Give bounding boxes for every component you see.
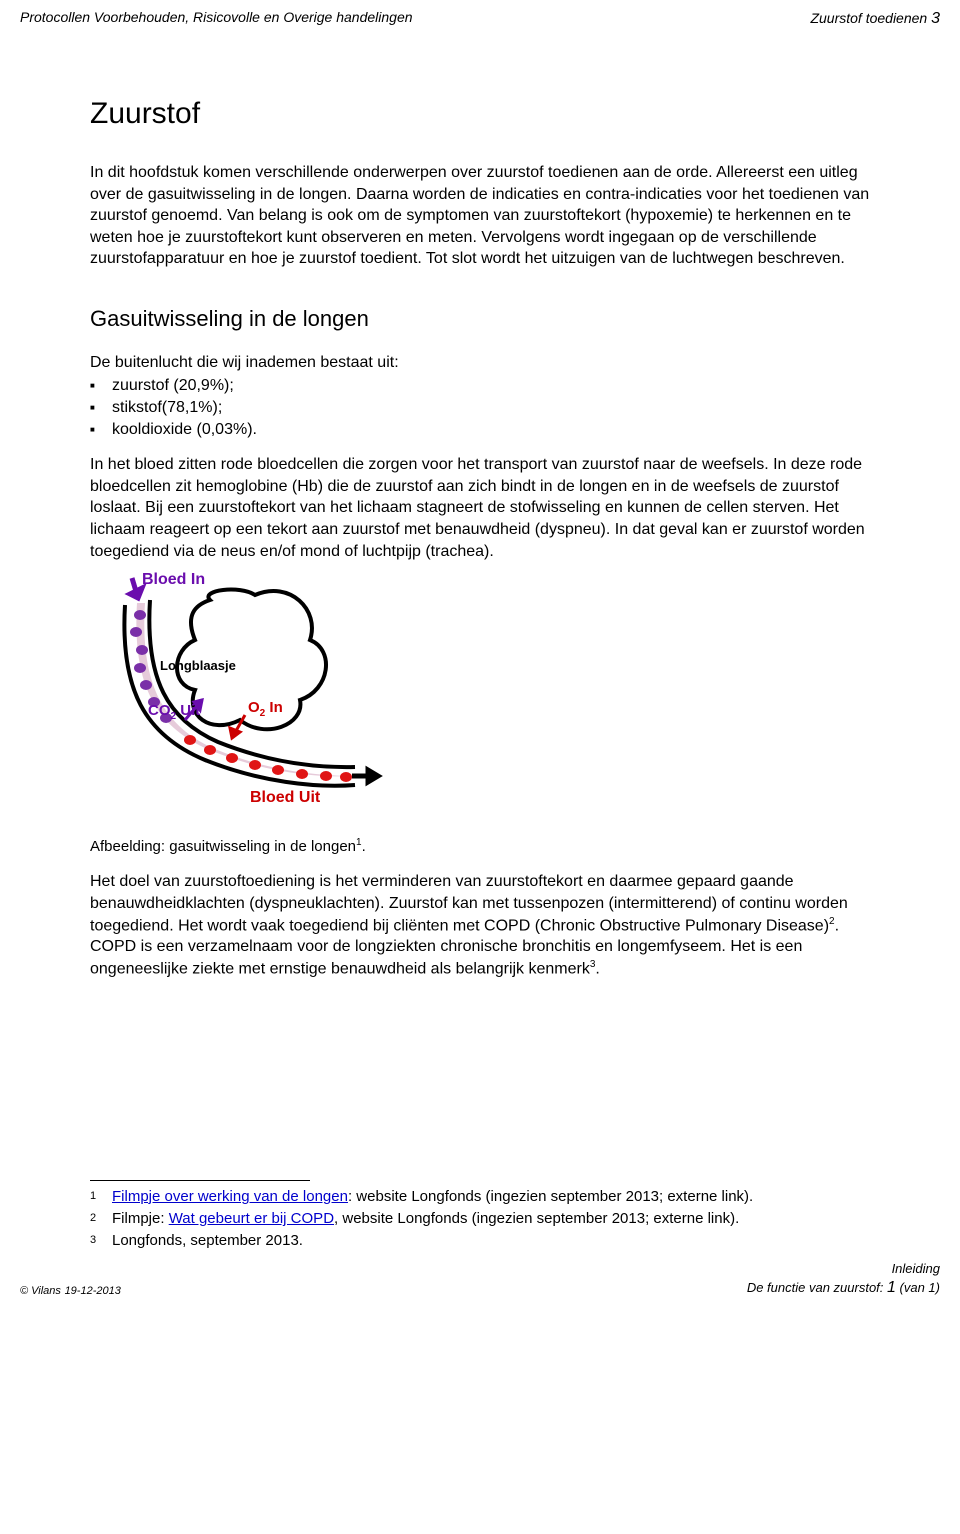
label-longblaasje: Longblaasje <box>160 658 236 673</box>
header-right: Zuurstof toedienen 3 <box>810 8 940 30</box>
footnote-link-longen[interactable]: Filmpje over werking van de longen <box>112 1188 348 1205</box>
section-heading-gasuitwisseling: Gasuitwisseling in de longen <box>90 304 870 334</box>
label-co2-uit: CO2 Uit <box>148 702 200 722</box>
air-composition-list: zuurstof (20,9%); stikstof(78,1%); koold… <box>90 375 870 440</box>
paragraph-blood-cells: In het bloed zitten rode bloedcellen die… <box>90 454 870 562</box>
list-intro: De buitenlucht die wij inademen bestaat … <box>90 352 870 374</box>
label-bloed-uit: Bloed Uit <box>250 789 321 806</box>
page-header: Protocollen Voorbehouden, Risicovolle en… <box>20 0 940 34</box>
gas-exchange-svg: Bloed In Longblaasje CO2 Uit O2 In Bloed… <box>90 570 390 830</box>
list-item: stikstof(78,1%); <box>90 397 870 419</box>
footer-right: Inleiding De functie van zuurstof: 1 (va… <box>747 1260 940 1299</box>
lung-diagram: Bloed In Longblaasje CO2 Uit O2 In Bloed… <box>90 570 870 830</box>
footnote-2: 2 Filmpje: Wat gebeurt er bij COPD, webs… <box>90 1209 870 1229</box>
footnote-separator <box>90 1180 310 1181</box>
paragraph-copd: Het doel van zuurstoftoediening is het v… <box>90 871 870 980</box>
footnote-1: 1 Filmpje over werking van de longen: we… <box>90 1187 870 1207</box>
figure-caption: Afbeelding: gasuitwisseling in de longen… <box>90 836 870 857</box>
footnote-link-copd[interactable]: Wat gebeurt er bij COPD <box>169 1210 334 1227</box>
page-footer: © Vilans 19-12-2013 Inleiding De functie… <box>20 1254 940 1311</box>
footnotes: 1 Filmpje over werking van de longen: we… <box>90 1187 870 1252</box>
page-title: Zuurstof <box>90 94 870 135</box>
header-left: Protocollen Voorbehouden, Risicovolle en… <box>20 8 413 30</box>
list-item: kooldioxide (0,03%). <box>90 419 870 441</box>
footer-left: © Vilans 19-12-2013 <box>20 1281 121 1299</box>
page-content: Zuurstof In dit hoofdstuk komen verschil… <box>20 34 940 1252</box>
footnote-3: 3 Longfonds, september 2013. <box>90 1231 870 1251</box>
list-item: zuurstof (20,9%); <box>90 375 870 397</box>
label-bloed-in: Bloed In <box>142 571 205 588</box>
intro-paragraph: In dit hoofdstuk komen verschillende ond… <box>90 162 870 270</box>
